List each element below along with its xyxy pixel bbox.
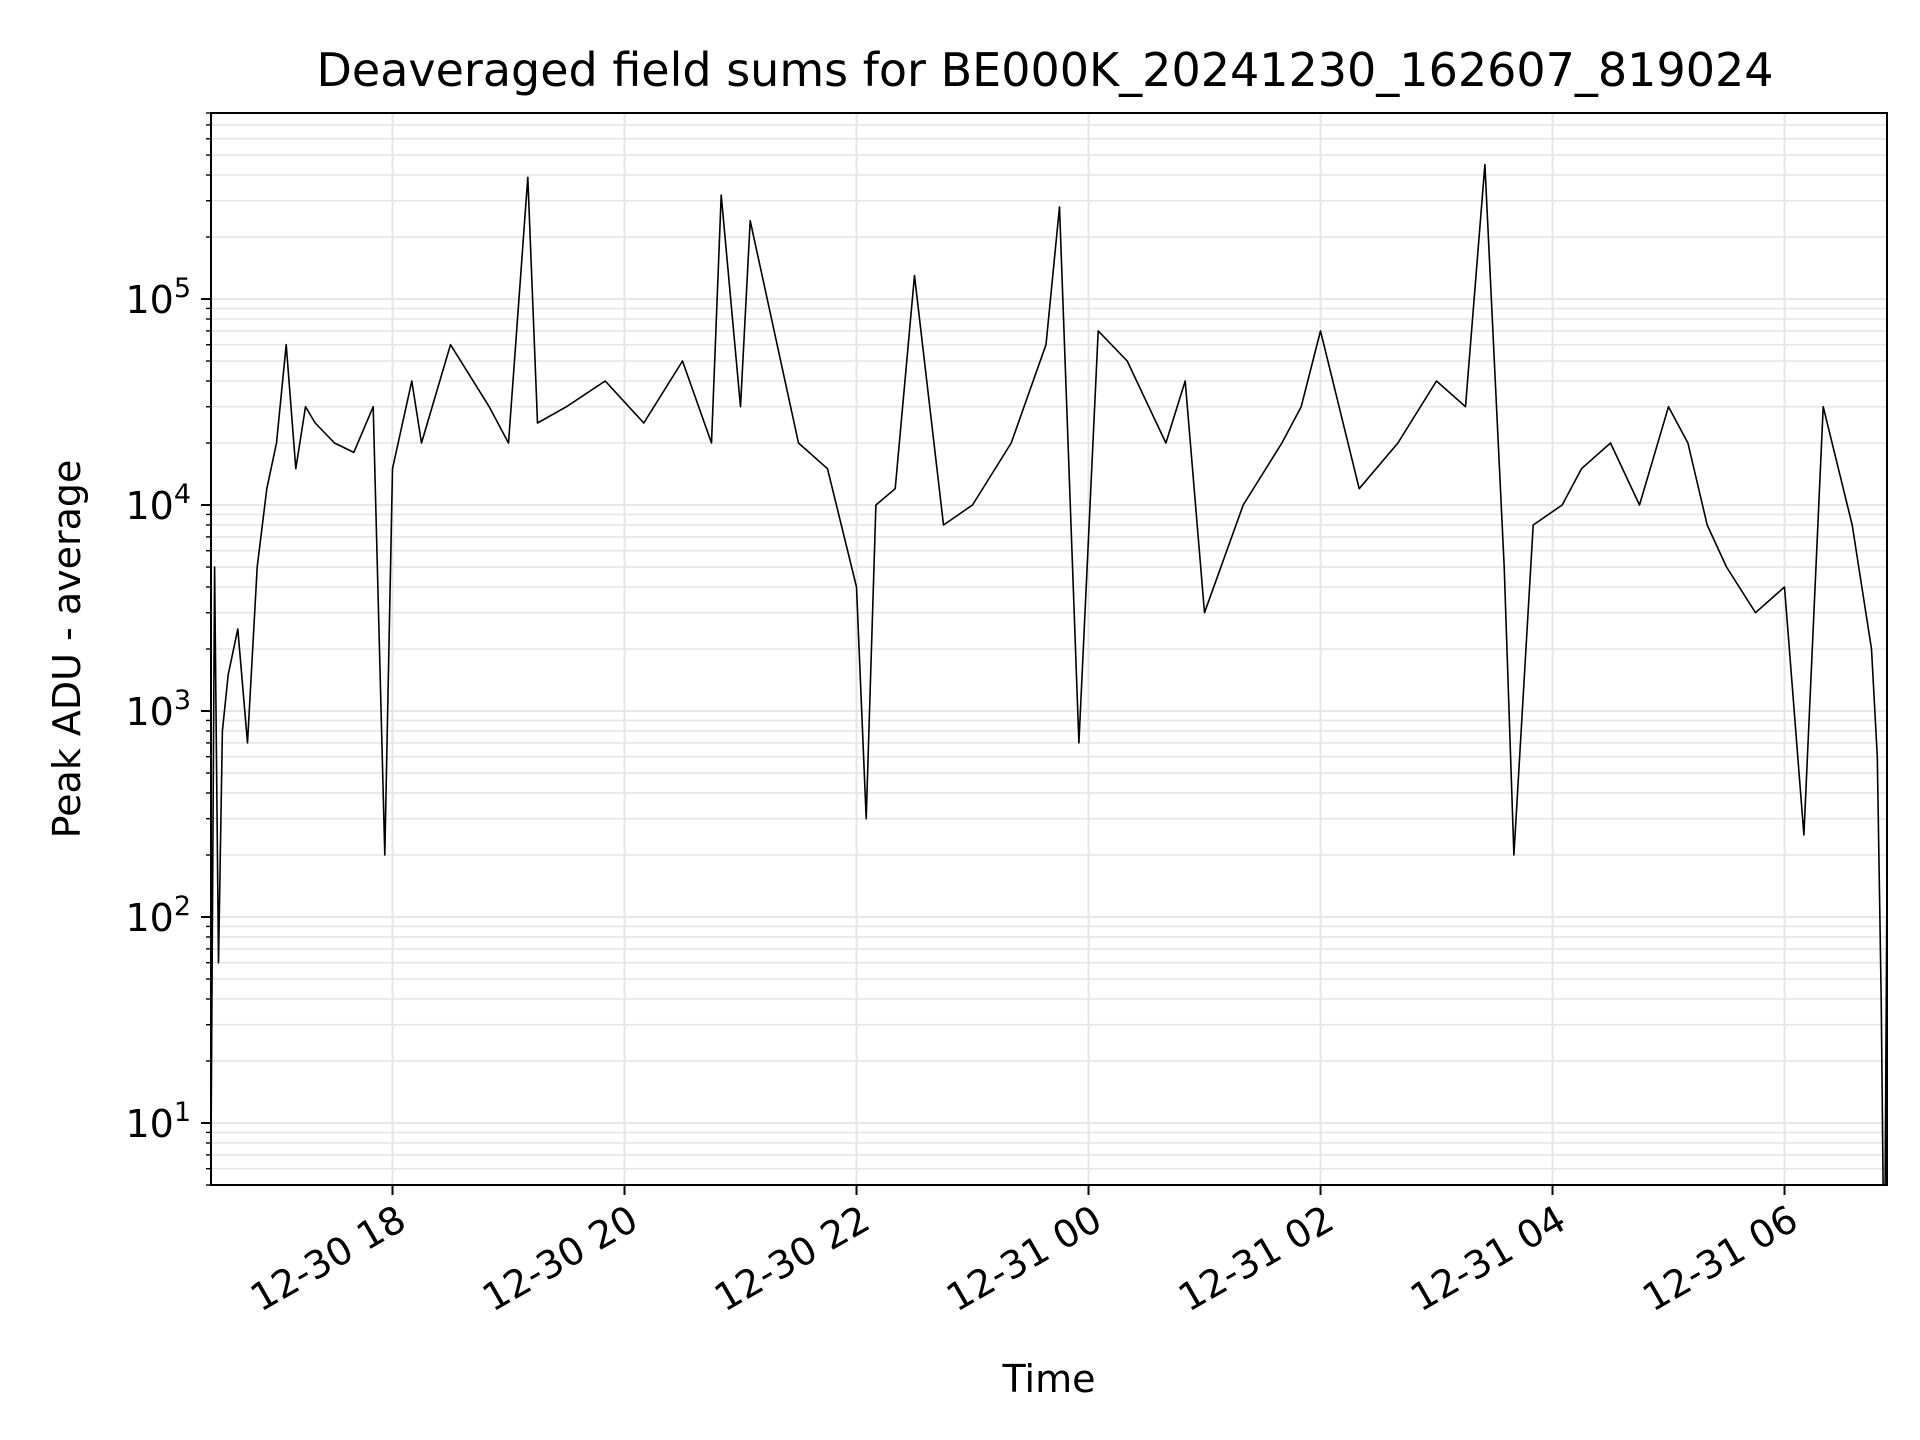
series-line <box>210 163 1888 1186</box>
chart-title: Deaveraged field sums for BE000K_2024123… <box>316 43 1773 97</box>
y-tick-label: 104 <box>125 479 191 528</box>
y-tick-label: 102 <box>125 891 191 940</box>
x-axis-label: Time <box>1002 1357 1096 1401</box>
grid-lines <box>211 112 1887 1186</box>
y-axis: 101 102 103 104 105 <box>125 112 211 1186</box>
y-axis-label: Peak ADU - average <box>45 460 89 839</box>
y-tick-label: 103 <box>125 685 191 734</box>
y-tick-label: 105 <box>125 273 191 322</box>
data-series <box>210 163 1888 1186</box>
y-tick-label: 101 <box>125 1097 191 1146</box>
